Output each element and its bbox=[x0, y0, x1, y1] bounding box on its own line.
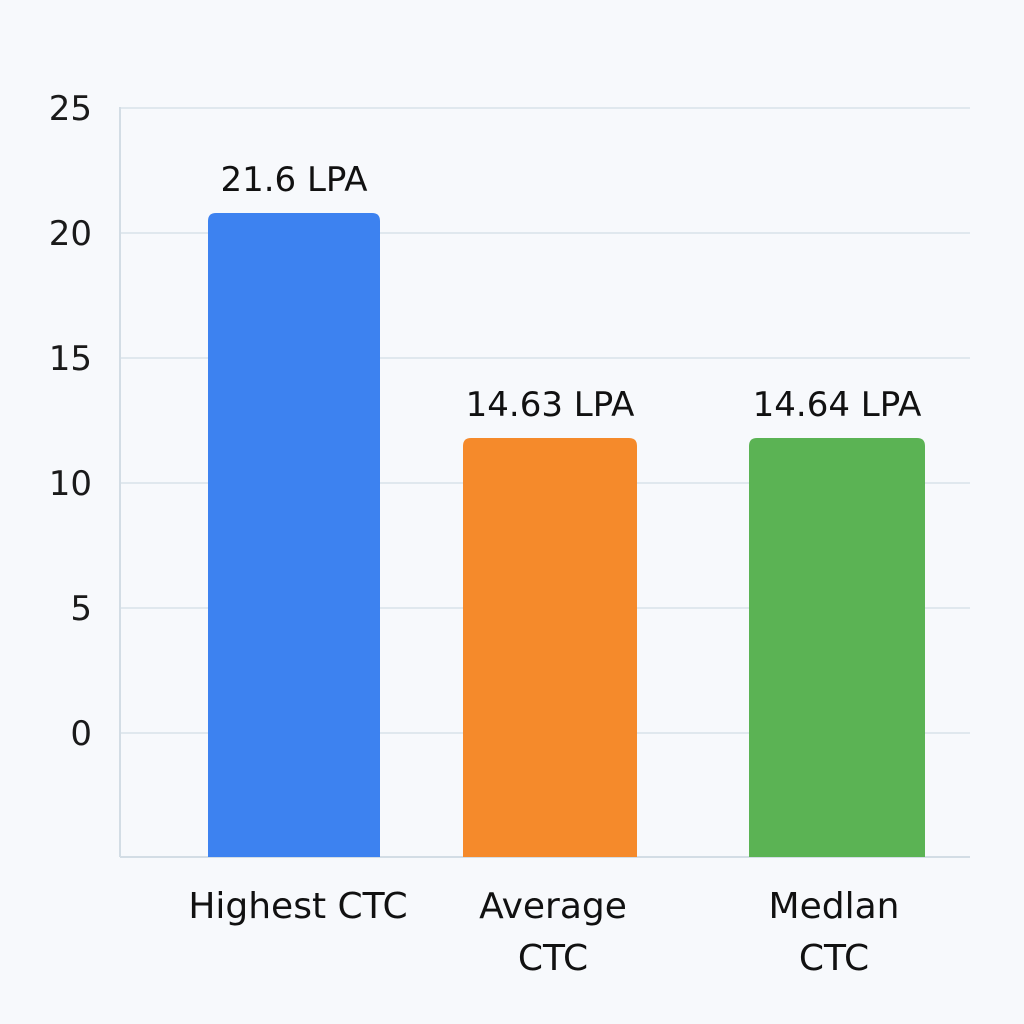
data-label: 21.6 LPA bbox=[220, 160, 367, 200]
y-tick-label: 25 bbox=[49, 89, 92, 129]
x-axis-categories: Highest CTC Average CTC Medlan CTC bbox=[188, 886, 899, 979]
category-label: Average CTC bbox=[479, 886, 627, 979]
y-tick-label: 15 bbox=[49, 339, 92, 379]
y-tick-label: 10 bbox=[49, 464, 92, 504]
category-label-line: Highest CTC bbox=[188, 886, 407, 927]
category-label-line: Medlan bbox=[769, 886, 900, 927]
category-label-line: CTC bbox=[518, 938, 588, 979]
bars bbox=[208, 213, 925, 857]
y-tick-label: 5 bbox=[70, 589, 92, 629]
category-label-line: Average bbox=[479, 886, 627, 927]
category-label: Highest CTC bbox=[188, 886, 407, 927]
y-tick-label: 20 bbox=[49, 214, 92, 254]
category-label: Medlan CTC bbox=[769, 886, 900, 979]
data-label: 14.64 LPA bbox=[753, 385, 922, 425]
y-axis-ticks: 25 20 15 10 5 0 bbox=[49, 89, 92, 754]
bar-2 bbox=[749, 438, 925, 857]
category-label-line: CTC bbox=[799, 938, 869, 979]
bar-1 bbox=[463, 438, 637, 857]
y-tick-label: 0 bbox=[70, 714, 92, 754]
bar-0 bbox=[208, 213, 380, 857]
data-label: 14.63 LPA bbox=[466, 385, 635, 425]
data-labels: 21.6 LPA 14.63 LPA 14.64 LPA bbox=[220, 160, 921, 425]
